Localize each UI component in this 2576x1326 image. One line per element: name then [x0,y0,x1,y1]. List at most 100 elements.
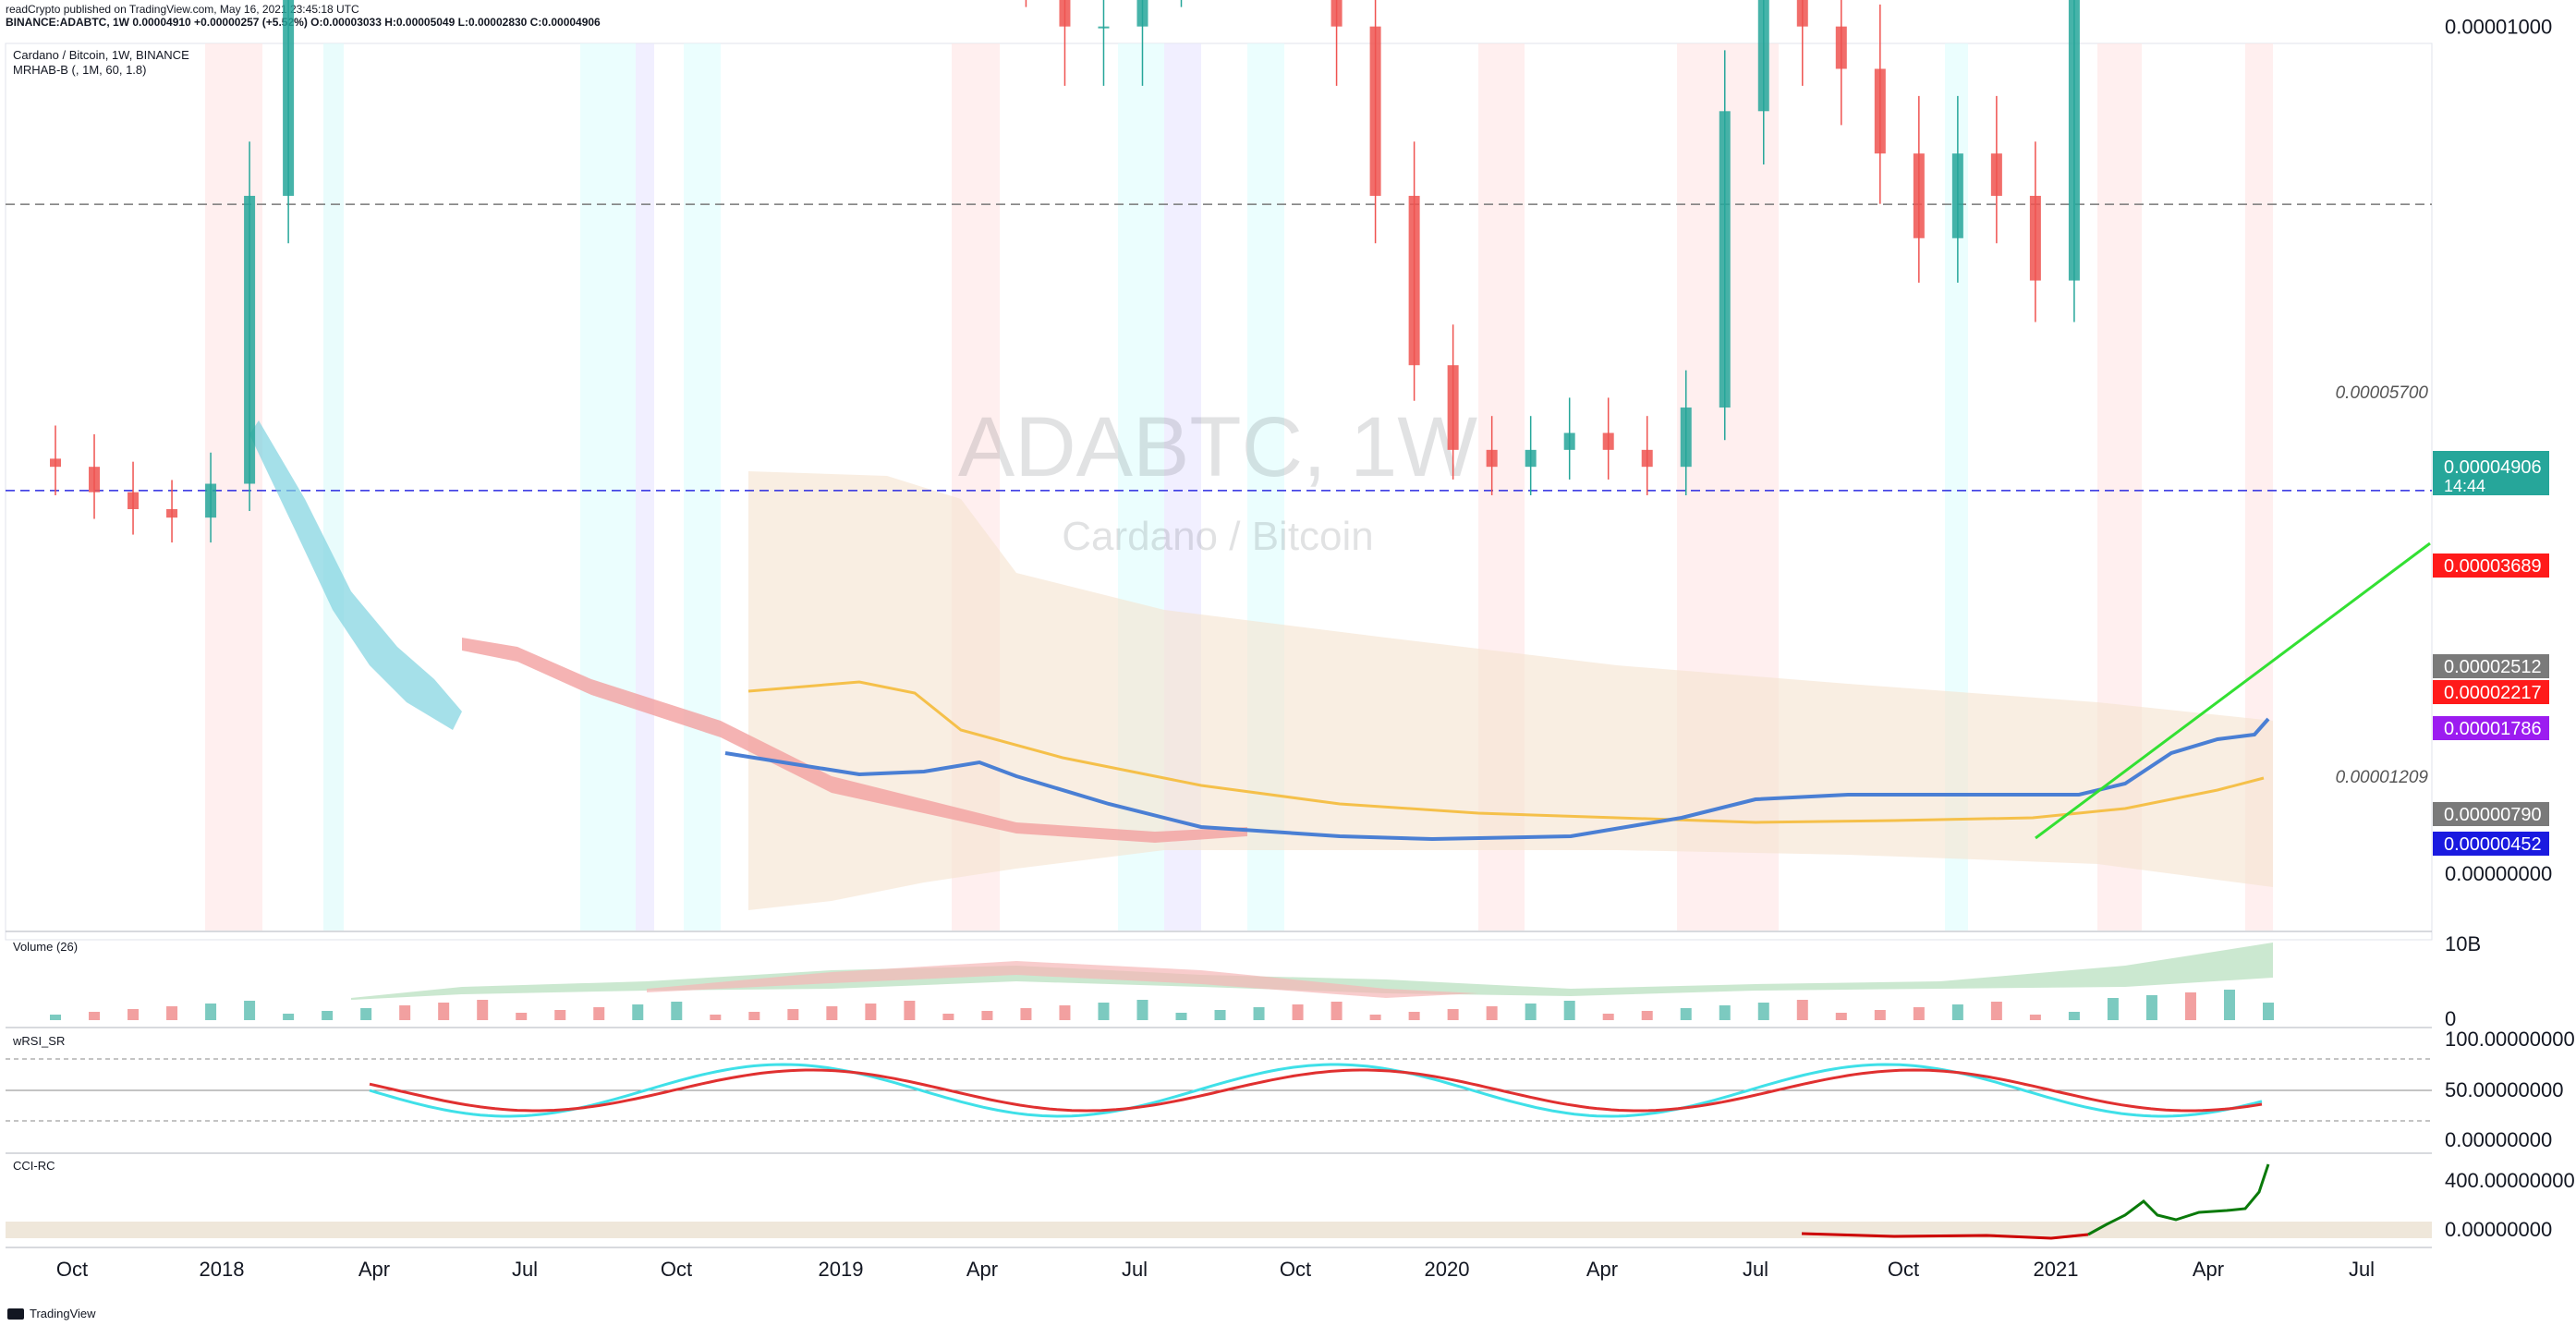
main-pane-frame [5,43,2433,941]
volume-bar [1059,1005,1071,1020]
band-cyan [684,43,721,931]
cci-red-line [1801,1232,2089,1240]
volume-bar [748,1012,760,1020]
candle-body [283,0,295,196]
candle-body [89,467,101,493]
cyan-ma [249,420,462,730]
volume-bar [1874,1010,1886,1020]
volume-bar [1719,1005,1731,1020]
tag-2512 [2433,654,2549,678]
candle-body [1602,432,1614,450]
x-tick: Oct [1888,1258,1919,1281]
volume-bar [787,1009,799,1020]
y-tick: 0.00001000 [2445,16,2552,39]
x-tick: Apr [1586,1258,1618,1281]
candle-body [1719,111,1731,408]
y-tick: 0.00000000 [2445,862,2552,885]
volume-bar [1796,1000,1808,1020]
volume-bar [1990,1002,2002,1020]
volume-max: 10B [2445,932,2481,955]
volume-bar [2068,1012,2080,1020]
volume-bar [1136,1000,1148,1020]
volume-bar [2029,1015,2041,1020]
volume-bar [1602,1014,1614,1020]
volume-bar [2184,992,2196,1020]
volume-bar [360,1008,372,1020]
volume-bar [1835,1013,1847,1020]
volume-min: 0 [2445,1007,2456,1030]
volume-bar [942,1014,954,1020]
price-levels [6,203,2432,492]
band-purple [636,43,654,931]
volume-bar [1680,1008,1692,1020]
cci-tick-400: 400.00000000 [2445,1169,2575,1192]
cloud-band [748,471,2273,910]
candle-body [1486,449,1498,468]
candle-body [1525,449,1537,468]
x-tick: Apr [966,1258,998,1281]
pink-ma-band [462,638,1247,843]
cci-title: CCI-RC [13,1159,55,1173]
volume-pink-cloud [647,961,1478,998]
x-tick: 2020 [1425,1258,1470,1281]
cci-green-line [2087,1163,2270,1236]
volume-bar [50,1015,61,1020]
x-tick: Apr [358,1258,390,1281]
candle-body [1098,26,1110,29]
candle-body [1835,26,1847,69]
orange-ma [747,680,2265,824]
current-price: 0.00004906 [2444,457,2542,478]
volume-bar [2263,1003,2274,1020]
tag-3689 [2433,554,2549,578]
volume-bar [516,1013,528,1020]
candle-body [1369,26,1381,196]
wrsi-tick-0: 0.00000000 [2445,1128,2552,1151]
volume-bar [1951,1004,1963,1020]
label-3689: 0.00003689 [2444,556,2542,577]
candle-body [1563,432,1575,450]
volume-bar [2223,990,2235,1020]
band-cyan [580,43,636,931]
candle-body [50,458,61,468]
candle-body [1408,195,1420,366]
wrsi-title: wRSI_SR [12,1034,65,1048]
candle-body [2068,0,2080,281]
volume-bar [1641,1011,1653,1020]
candle-body [1757,0,1769,112]
volume-bar [865,1004,877,1020]
volume-bar [554,1010,566,1020]
price-axis: 0.000090000.000080000.000070000.00006000… [2445,16,2552,885]
volume-bar [1486,1006,1498,1020]
symbol-line: BINANCE:ADABTC, 1W 0.00004910 +0.0000025… [6,16,601,29]
x-tick: Jul [512,1258,538,1281]
wrsi-red-line [369,1068,2263,1113]
volume-bar [1253,1007,1265,1020]
volume-bar [1757,1003,1769,1020]
volume-bar [1331,1002,1343,1020]
candle-body [1136,0,1148,27]
candle-body [1447,365,1459,450]
level-label-5700: 0.00005700 [2336,383,2429,403]
x-tick: Jul [1743,1258,1768,1281]
volume-bar [1447,1009,1459,1020]
candle-body [1641,449,1653,468]
x-tick: 2019 [819,1258,864,1281]
candle-body [1796,0,1808,27]
volume-bar [671,1002,683,1020]
footer: TradingView [7,1307,96,1320]
volume-bar [322,1011,334,1020]
volume-bar [477,1000,489,1020]
candle-body [1913,153,1925,238]
tag-1786 [2433,716,2549,740]
watermark-symbol: ADABTC, 1W [958,400,1477,494]
volume-bar [89,1012,101,1020]
volume-ma-cloud [351,943,2273,1000]
x-tick: 2021 [2034,1258,2079,1281]
volume-bars [50,990,2274,1020]
label-790: 0.00000790 [2444,805,2542,825]
x-tick: Oct [1280,1258,1311,1281]
volume-bar [2107,998,2119,1020]
volume-bar [826,1006,838,1020]
wrsi-tick-100: 100.00000000 [2445,1028,2575,1051]
